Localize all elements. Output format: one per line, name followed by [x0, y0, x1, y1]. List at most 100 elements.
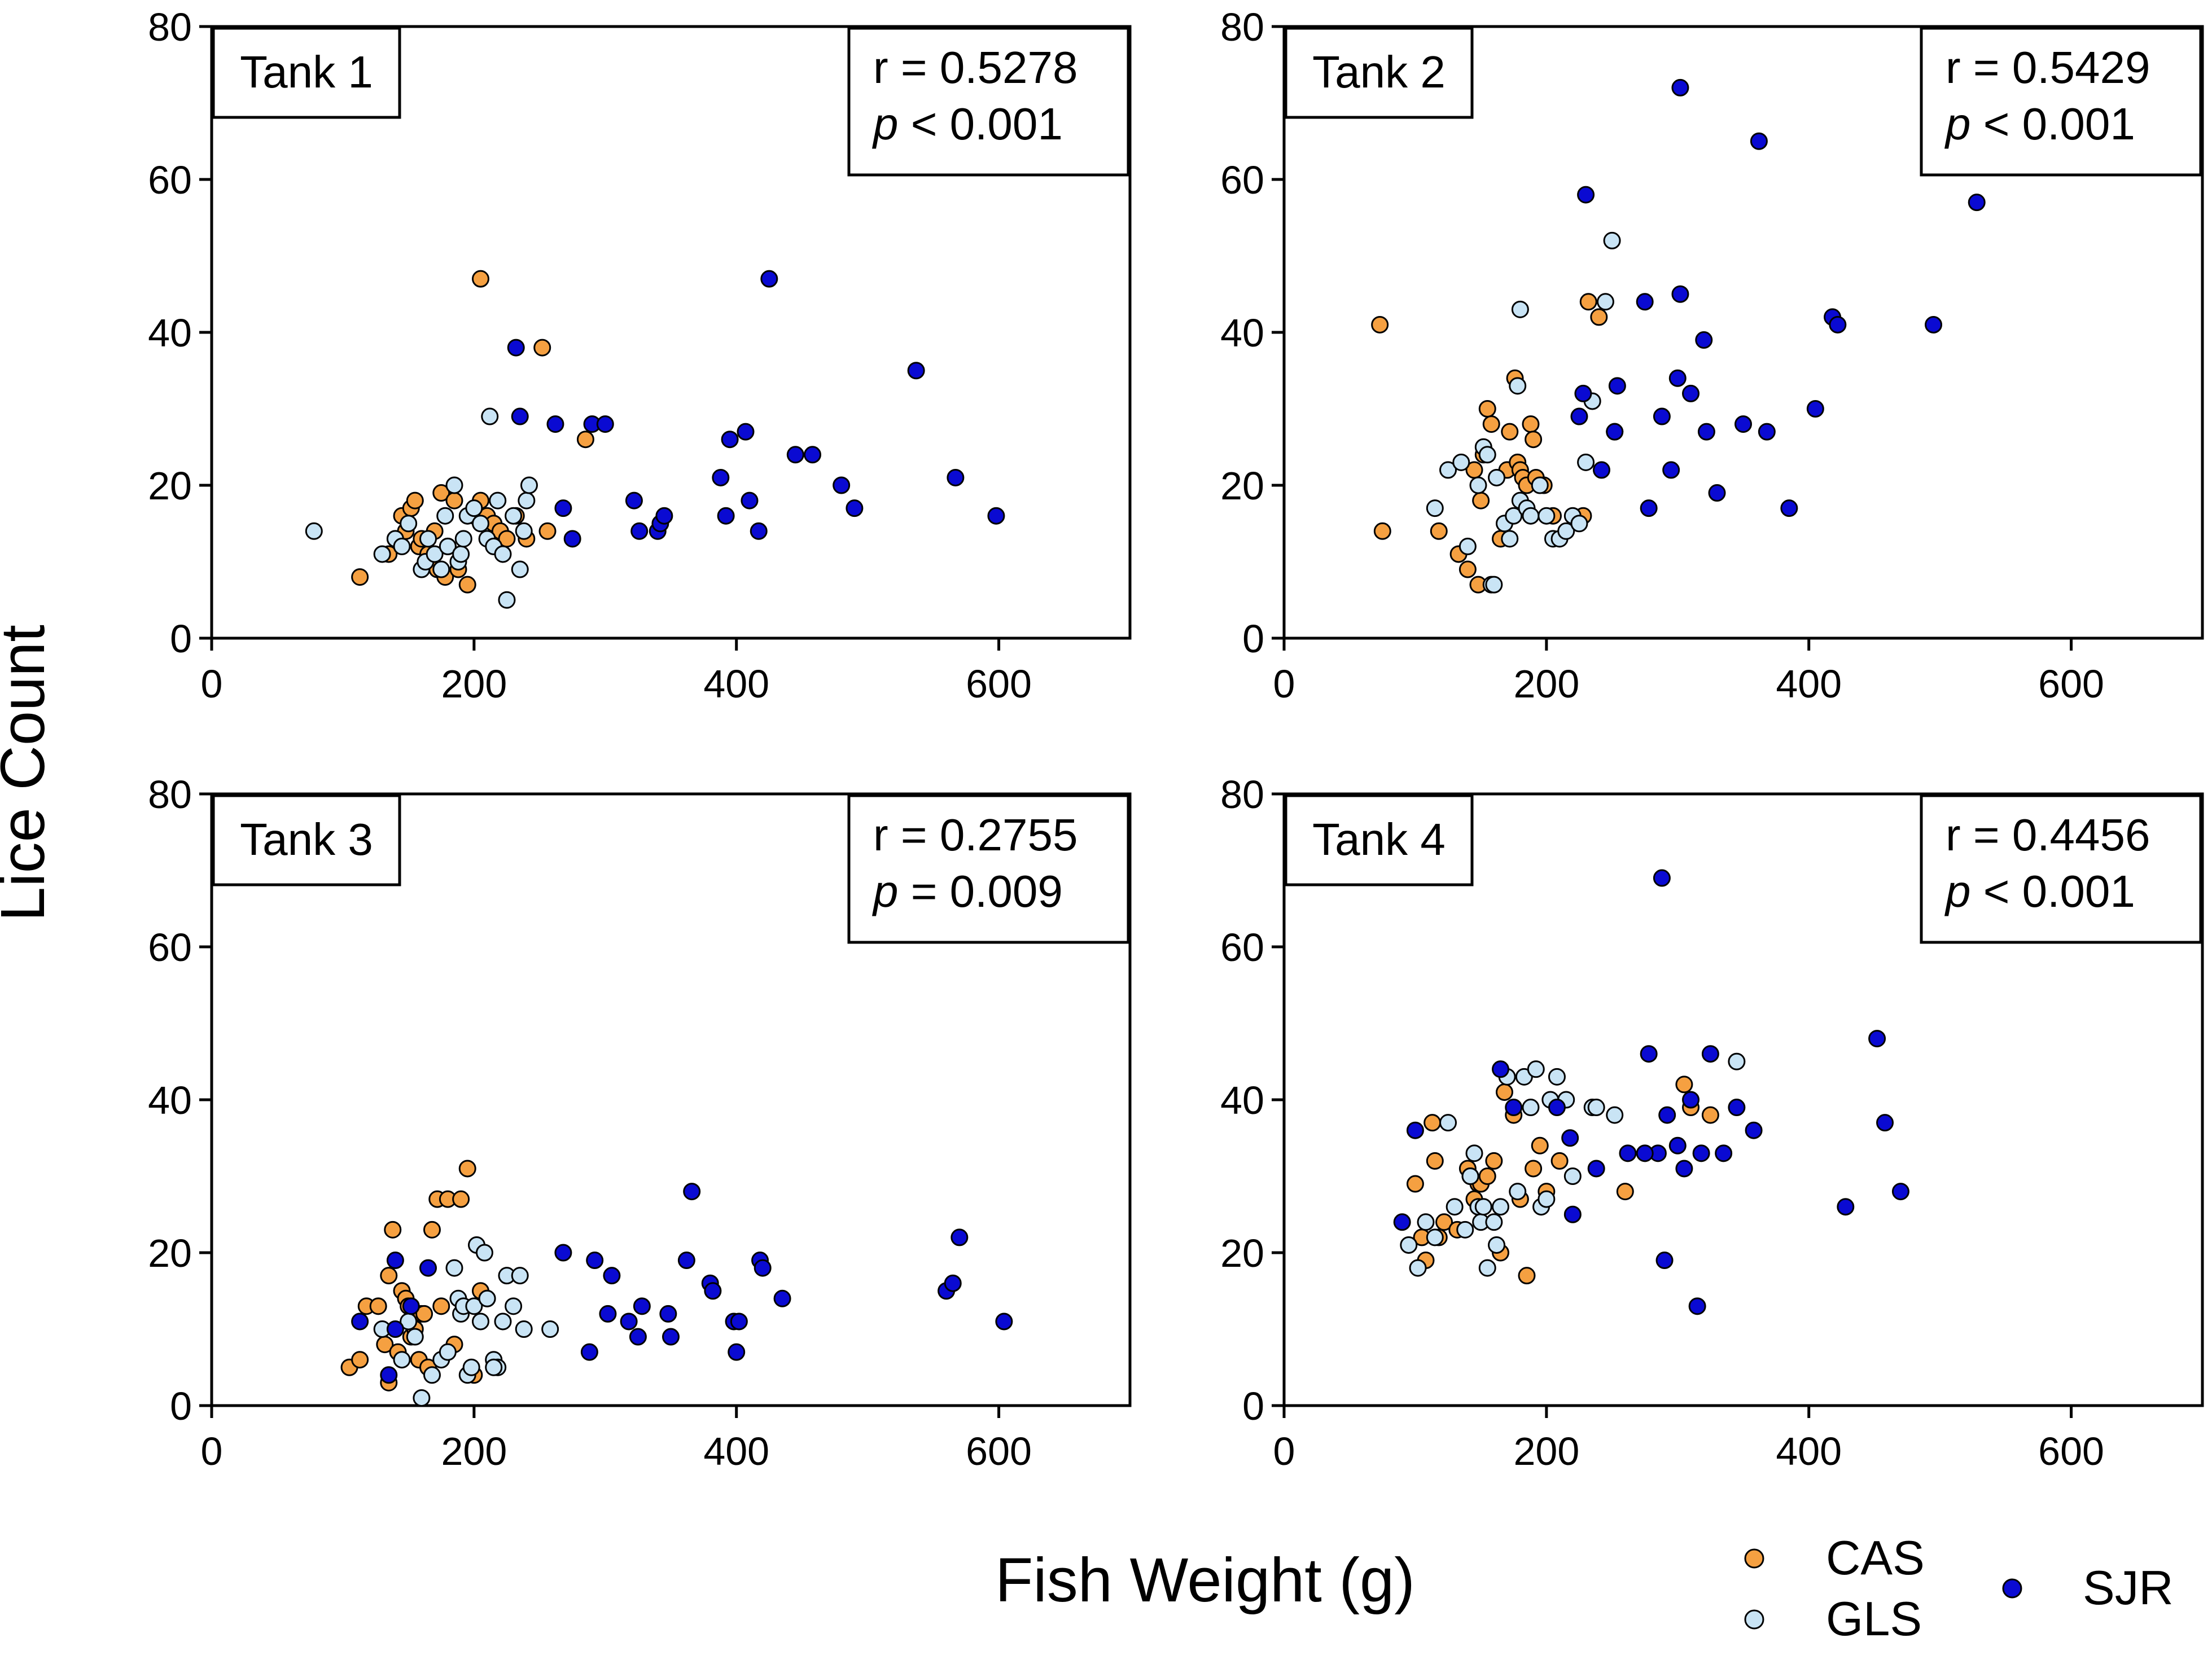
legend-item-cas: CAS: [1744, 1531, 1925, 1585]
data-point: [436, 507, 454, 525]
data-point: [737, 423, 755, 441]
data-point: [1653, 869, 1671, 887]
data-point: [760, 270, 778, 288]
data-point: [1728, 1099, 1746, 1117]
data-point: [1406, 1121, 1424, 1139]
data-point: [406, 491, 424, 510]
data-point: [1668, 1136, 1687, 1154]
data-point: [728, 1343, 746, 1361]
data-point: [1426, 499, 1444, 517]
tank-label-box: [212, 794, 401, 886]
y-tick-label: 40: [148, 311, 192, 355]
x-tick-label: 200: [441, 1429, 507, 1473]
y-tick-label: 80: [1220, 772, 1264, 816]
data-point: [380, 1267, 398, 1285]
p-value: p < 0.001: [1944, 866, 2135, 916]
data-point: [1531, 476, 1549, 494]
data-point: [1435, 1213, 1453, 1231]
data-point: [1488, 468, 1506, 486]
data-point: [1592, 461, 1610, 479]
data-point: [1485, 1152, 1503, 1170]
series-gls: [1400, 1052, 1746, 1277]
data-point: [471, 515, 489, 533]
x-tick-label: 0: [201, 662, 223, 706]
data-point: [445, 476, 463, 494]
p-value-text: = 0.009: [899, 866, 1063, 916]
data-point: [1606, 423, 1624, 441]
data-point: [1505, 1099, 1523, 1117]
data-point: [419, 530, 437, 548]
data-point: [511, 560, 529, 578]
x-tick-label: 0: [1273, 662, 1295, 706]
data-point: [1745, 1121, 1763, 1139]
data-point: [1452, 453, 1470, 471]
data-point: [1409, 1259, 1427, 1277]
data-point: [541, 1320, 559, 1338]
data-point: [1587, 1160, 1605, 1178]
data-point: [1426, 1228, 1444, 1246]
data-point: [625, 491, 643, 510]
data-point: [393, 1351, 411, 1369]
data-point: [507, 339, 525, 357]
data-point: [1603, 231, 1621, 249]
data-point: [432, 560, 450, 578]
data-point: [386, 1320, 404, 1338]
tank-label-box: [212, 27, 401, 119]
y-tick-label: 80: [1220, 5, 1264, 49]
data-point: [1538, 1190, 1556, 1208]
y-tick-label: 60: [148, 925, 192, 969]
data-point: [1492, 1060, 1510, 1078]
y-tick-label: 20: [1220, 1231, 1264, 1275]
data-point: [1675, 1160, 1693, 1178]
legend-label: SJR: [2083, 1561, 2174, 1615]
data-point: [511, 1267, 529, 1285]
data-point: [1925, 315, 1943, 333]
data-point: [1439, 1114, 1457, 1132]
y-tick-label: 60: [1220, 925, 1264, 969]
x-tick-label: 200: [441, 662, 507, 706]
data-point: [1371, 315, 1389, 333]
data-point: [704, 1282, 722, 1300]
data-point: [655, 507, 673, 525]
stats-box: [847, 27, 1130, 177]
data-point: [423, 1221, 441, 1239]
data-point: [1701, 1045, 1719, 1063]
data-point: [462, 1358, 480, 1376]
tank-label: Tank 4: [1312, 814, 1446, 864]
data-point: [1653, 407, 1671, 425]
p-value: p < 0.001: [1944, 99, 2135, 149]
panel-2: 0 20 40 60 80 0 200 400 600 Tank 2 r = 0.5429 p < 0…: [1220, 5, 2204, 706]
data-point: [1538, 507, 1556, 525]
data-point: [1478, 446, 1496, 464]
data-point: [1701, 1106, 1719, 1124]
data-point: [947, 468, 965, 486]
data-point: [1400, 1236, 1418, 1254]
data-point: [1426, 1152, 1444, 1170]
data-point: [1478, 1167, 1496, 1185]
data-point: [1522, 507, 1540, 525]
p-value-text: < 0.001: [1971, 866, 2135, 916]
data-point: [400, 515, 418, 533]
data-point: [1574, 384, 1592, 402]
data-point: [1423, 1114, 1442, 1132]
data-point: [402, 1297, 420, 1315]
data-point: [1509, 377, 1527, 395]
data-point: [1876, 1114, 1894, 1132]
data-point: [1675, 1075, 1693, 1094]
data-point: [995, 1312, 1013, 1331]
y-tick-label: 60: [1220, 158, 1264, 202]
data-point: [1579, 293, 1597, 311]
legend: CAS GLS SJR: [1744, 1531, 2174, 1646]
p-symbol: p: [1944, 99, 1971, 149]
data-point: [511, 407, 529, 425]
data-point: [730, 1312, 748, 1331]
y-tick-label: 80: [148, 5, 192, 49]
legend-marker: [2002, 1578, 2022, 1599]
data-point: [393, 537, 411, 555]
x-tick-label: 600: [966, 662, 1032, 706]
data-point: [1474, 1198, 1492, 1216]
correlation-r: r = 0.5278: [873, 42, 1078, 93]
data-point: [1488, 1236, 1506, 1254]
stats-box: [1920, 27, 2202, 177]
